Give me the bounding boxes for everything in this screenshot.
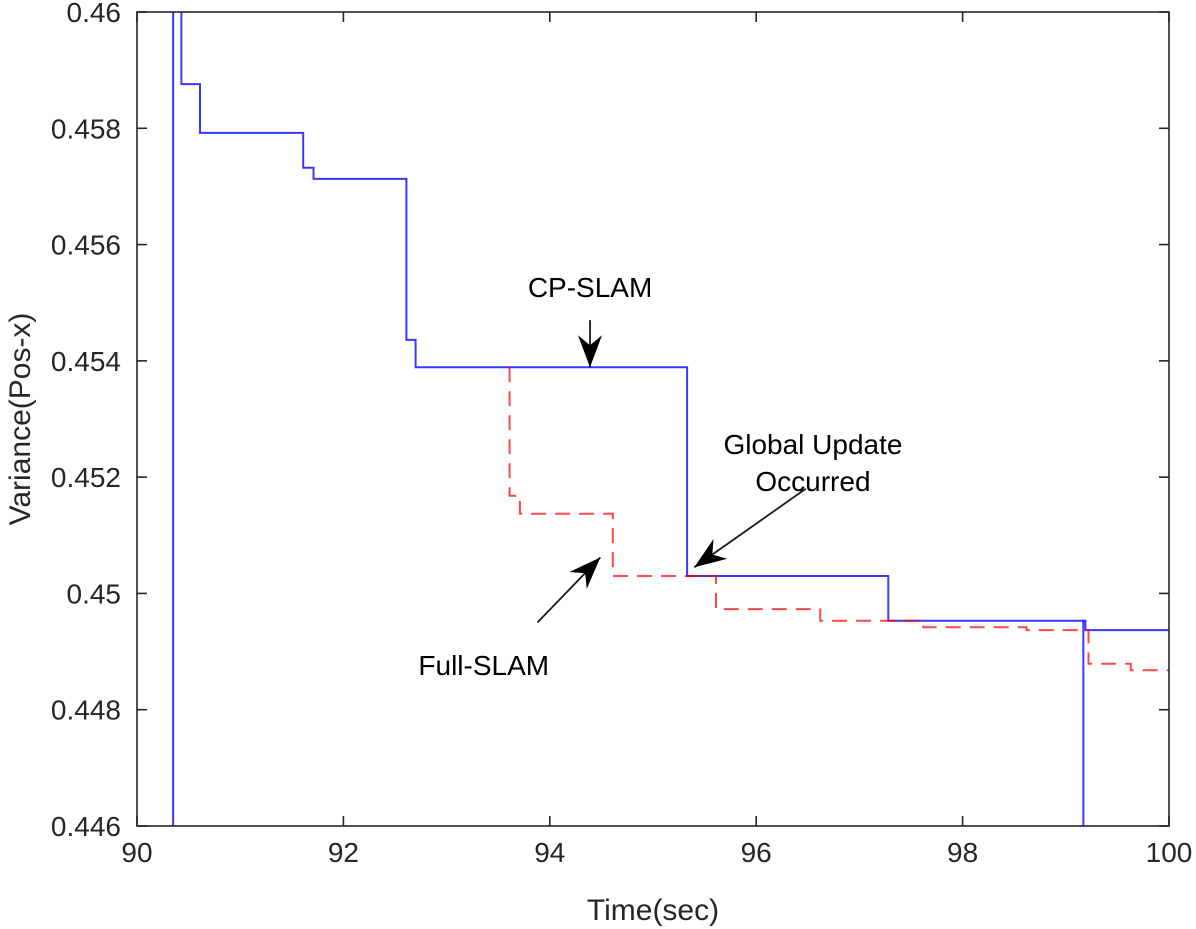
annotation-cp-slam: CP-SLAM <box>528 272 652 368</box>
x-tick-label: 96 <box>741 837 772 868</box>
annotation-text: Occurred <box>755 466 870 497</box>
x-tick-label: 98 <box>947 837 978 868</box>
series-cp-slam <box>172 12 1169 826</box>
series-line <box>508 367 1169 672</box>
annotations: CP-SLAM Global Update Occurred Full-SLAM <box>418 272 902 681</box>
annotation-text: CP-SLAM <box>528 272 652 303</box>
y-axis-label: Variance(Pos-x) <box>4 313 37 526</box>
y-tick-label: 0.45 <box>67 578 122 609</box>
annotation-text: Full-SLAM <box>418 650 549 681</box>
y-tick-label: 0.458 <box>51 113 121 144</box>
x-tick-label: 90 <box>121 837 152 868</box>
x-tick-label: 92 <box>328 837 359 868</box>
y-tick-label: 0.454 <box>51 346 121 377</box>
y-tick-label: 0.456 <box>51 230 121 261</box>
y-tick-label: 0.46 <box>67 0 122 28</box>
arrowhead-icon <box>569 557 601 589</box>
x-axis-label: Time(sec) <box>587 894 719 927</box>
y-tick-label: 0.446 <box>51 811 121 842</box>
annotation-global-update: Global Update Occurred <box>693 429 902 569</box>
x-tick-label: 100 <box>1146 837 1193 868</box>
y-tick-label: 0.448 <box>51 695 121 726</box>
axes-frame <box>136 11 1170 827</box>
axes-box <box>136 11 1170 827</box>
x-tick-label: 94 <box>534 837 565 868</box>
series-full-slam <box>508 367 1169 672</box>
series-line <box>180 12 1169 632</box>
plot-area <box>172 12 1169 826</box>
annotation-text: Global Update <box>723 429 902 460</box>
y-tick-label: 0.452 <box>51 462 121 493</box>
arrowhead-icon <box>694 539 728 568</box>
axis-ticks: 90 92 94 96 98 100 0.446 0.448 0.45 0.452 0.454 0.4… <box>51 0 1192 868</box>
annotation-full-slam: Full-SLAM <box>418 556 602 681</box>
arrowhead-icon <box>578 335 602 368</box>
